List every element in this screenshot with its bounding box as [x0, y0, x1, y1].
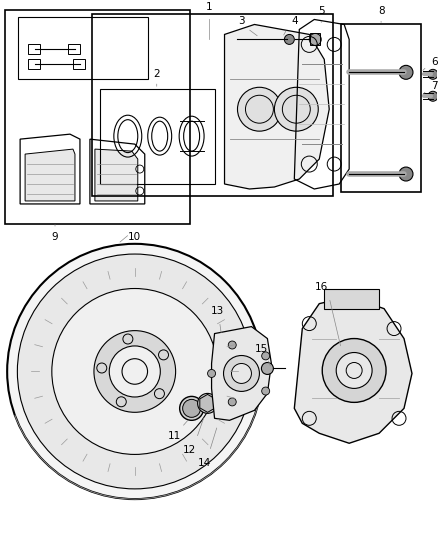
Polygon shape	[225, 25, 329, 189]
Circle shape	[399, 66, 413, 79]
Text: 9: 9	[52, 232, 58, 242]
Circle shape	[7, 244, 262, 499]
Text: 3: 3	[238, 17, 245, 27]
Circle shape	[228, 341, 236, 349]
Circle shape	[261, 387, 270, 395]
Circle shape	[223, 356, 259, 391]
Text: 13: 13	[211, 305, 224, 316]
Text: 4: 4	[291, 17, 298, 27]
Circle shape	[274, 87, 318, 131]
Circle shape	[109, 346, 160, 397]
Bar	[28, 44, 40, 54]
Circle shape	[237, 87, 281, 131]
Circle shape	[232, 364, 251, 383]
Circle shape	[261, 352, 270, 360]
Text: 6: 6	[431, 58, 438, 67]
Circle shape	[198, 393, 218, 414]
Text: 7: 7	[431, 82, 438, 91]
Text: 10: 10	[128, 232, 141, 242]
Circle shape	[322, 338, 386, 402]
Text: 12: 12	[183, 445, 196, 455]
Text: 14: 14	[198, 458, 211, 468]
Bar	[310, 34, 320, 45]
Polygon shape	[212, 327, 272, 421]
Bar	[73, 59, 85, 69]
Circle shape	[208, 369, 215, 377]
Polygon shape	[200, 394, 215, 413]
Circle shape	[284, 35, 294, 44]
Polygon shape	[294, 297, 412, 443]
Text: 11: 11	[168, 431, 181, 441]
Circle shape	[183, 399, 201, 417]
Circle shape	[94, 330, 176, 413]
Bar	[28, 59, 40, 69]
Circle shape	[228, 398, 236, 406]
Circle shape	[428, 91, 438, 101]
Bar	[18, 18, 148, 79]
Bar	[68, 44, 80, 54]
Bar	[5, 10, 190, 224]
Bar	[92, 14, 333, 196]
Text: 5: 5	[318, 6, 325, 17]
Polygon shape	[25, 149, 75, 201]
Circle shape	[261, 362, 273, 375]
Circle shape	[52, 288, 218, 455]
Text: 2: 2	[153, 69, 160, 79]
Circle shape	[399, 167, 413, 181]
Bar	[341, 25, 421, 192]
Bar	[324, 289, 379, 309]
Text: 8: 8	[378, 6, 385, 17]
Text: 15: 15	[255, 343, 268, 353]
Bar	[100, 89, 215, 184]
Circle shape	[428, 69, 438, 79]
Polygon shape	[95, 149, 138, 201]
Circle shape	[336, 352, 372, 389]
Circle shape	[180, 397, 204, 421]
Circle shape	[18, 254, 252, 489]
Text: 1: 1	[206, 3, 213, 12]
Text: 16: 16	[314, 282, 328, 292]
